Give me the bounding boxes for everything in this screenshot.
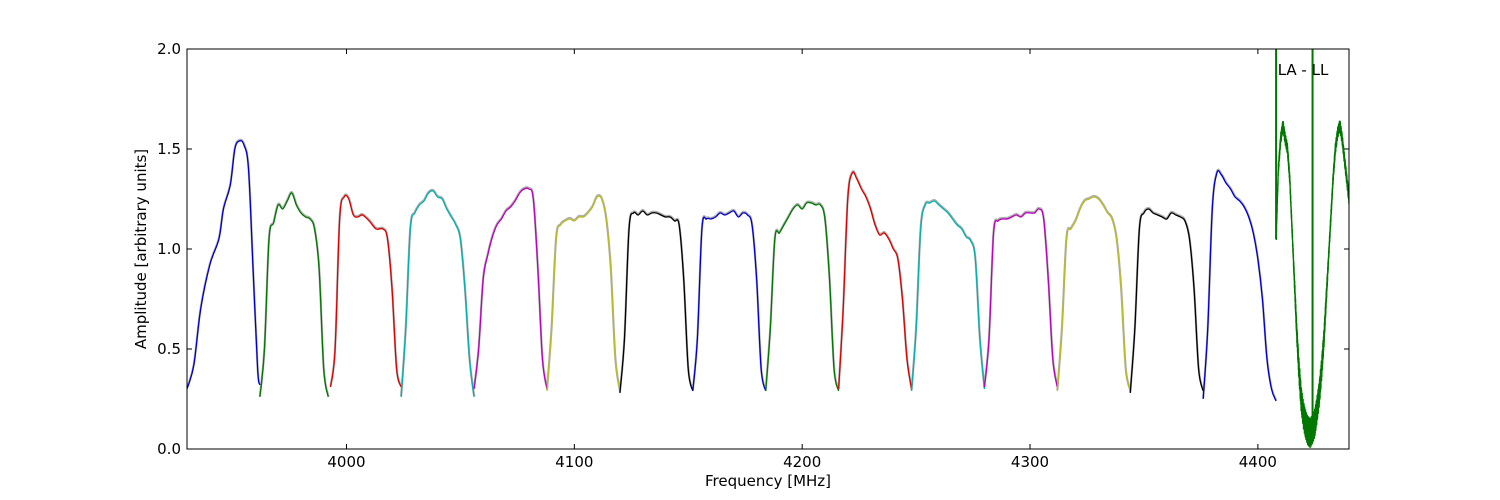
x-tick-label: 4000	[327, 453, 365, 471]
reference-trace-2	[258, 190, 330, 397]
reference-trace-13	[1056, 194, 1132, 391]
reference-trace-12	[983, 206, 1059, 387]
reference-traces	[187, 138, 1278, 401]
series-line-4	[400, 190, 475, 398]
series-line-10	[837, 171, 913, 390]
y-axis-label: Amplitude [arbitrary units]	[132, 149, 150, 349]
reference-trace-8	[691, 208, 767, 391]
series-line-5	[473, 187, 548, 390]
series-line-14	[1129, 208, 1204, 394]
series-lines	[187, 49, 1349, 449]
x-tick-label: 4400	[1239, 453, 1277, 471]
series-line-2	[259, 192, 329, 398]
x-tick-label: 4100	[555, 453, 593, 471]
axis-ticks: 4000 4100 4200 4300 4400 0.0 0.5 1.0 1.5 2.0	[157, 40, 1349, 471]
series-line-12	[983, 208, 1059, 388]
series-line-7	[619, 210, 694, 394]
reference-trace-11	[910, 198, 986, 391]
series-line-13	[1056, 196, 1131, 392]
reference-trace-9	[764, 200, 840, 391]
y-tick-label: 2.0	[157, 40, 181, 58]
series-line-11	[910, 200, 986, 392]
series-line-6	[546, 195, 621, 392]
panel-annotation: LA - LL	[1278, 61, 1329, 79]
y-tick-label: 1.0	[157, 240, 181, 258]
reference-trace-4	[400, 188, 476, 397]
series-line-8	[692, 210, 767, 392]
plot-frame	[186, 48, 1350, 450]
y-tick-label: 0.0	[157, 440, 181, 458]
reference-trace-15	[1202, 168, 1278, 401]
x-tick-label: 4200	[783, 453, 821, 471]
reference-trace-6	[545, 193, 621, 391]
y-tick-label: 0.5	[157, 340, 181, 358]
reference-trace-5	[472, 185, 549, 389]
reference-trace-3	[329, 193, 403, 387]
series-line-3	[329, 194, 402, 388]
x-axis-label: Frequency [MHz]	[705, 472, 831, 490]
x-tick-label: 4300	[1011, 453, 1049, 471]
series-line-oscillating	[1275, 120, 1349, 449]
series-line-1	[187, 140, 261, 390]
y-tick-label: 1.5	[157, 140, 181, 158]
reference-trace-7	[618, 208, 694, 393]
series-line-9	[765, 201, 840, 392]
reference-trace-14	[1129, 206, 1205, 393]
series-line-15	[1202, 170, 1277, 402]
